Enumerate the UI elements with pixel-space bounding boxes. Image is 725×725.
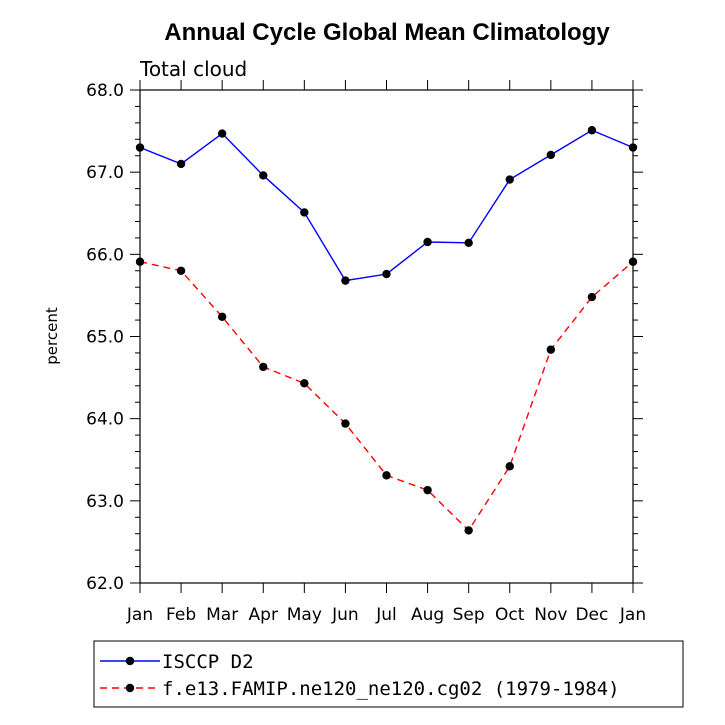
series-2-point	[546, 345, 556, 354]
series-1-point	[259, 171, 268, 180]
series-1-point	[382, 269, 391, 279]
series-1-point	[341, 276, 350, 285]
x-tick-label: Dec	[575, 605, 608, 625]
series-1-point	[628, 143, 638, 152]
series-2-point	[628, 257, 638, 266]
series-1-point	[217, 129, 227, 138]
series-1-point	[135, 143, 145, 152]
series-1-point	[505, 175, 514, 184]
y-tick-label: 67.0	[86, 163, 124, 183]
legend-box	[93, 640, 684, 708]
series-1-point	[423, 237, 432, 247]
series-1-point	[546, 150, 556, 160]
legend-label-1: ISCCP D2	[162, 651, 254, 673]
x-tick-label: Feb	[166, 605, 196, 625]
x-tick-label: Aug	[411, 605, 444, 625]
y-axis-label: percent	[43, 307, 61, 365]
y-tick-label: 66.0	[86, 245, 124, 265]
chart-title: Annual Cycle Global Mean Climatology	[164, 19, 610, 46]
series-2-point	[587, 292, 597, 302]
series-2-point	[382, 471, 391, 480]
series-1-point	[464, 238, 473, 248]
series-2-point	[464, 526, 473, 535]
plot-frame	[139, 89, 634, 584]
legend-marker-1	[125, 656, 135, 666]
x-tick-label: Nov	[534, 605, 567, 625]
x-tick-label: Oct	[495, 605, 525, 625]
x-tick-label: Jan	[126, 605, 153, 625]
legend-marker-2	[125, 683, 135, 693]
x-tick-label: Jun	[331, 605, 359, 625]
series-2-point	[423, 485, 432, 495]
series-line-1	[139, 129, 634, 282]
series-2-point	[341, 419, 350, 428]
series-2-point	[176, 266, 186, 275]
y-tick-label: 65.0	[86, 328, 124, 348]
x-tick-label: May	[287, 605, 322, 625]
series-1-point	[587, 126, 597, 135]
y-tick-label: 62.0	[86, 574, 124, 594]
y-tick-label: 63.0	[86, 492, 124, 512]
series-1-point	[300, 208, 309, 217]
x-tick-label: Jul	[375, 605, 397, 625]
series-2-point	[300, 379, 309, 388]
series-2-point	[259, 362, 268, 372]
x-tick-label: Jan	[619, 605, 646, 625]
legend-label-2: f.e13.FAMIP.ne120_ne120.cg02 (1979-1984)	[162, 678, 620, 700]
y-tick-label: 64.0	[86, 410, 124, 430]
x-tick-label: Apr	[249, 605, 278, 625]
series-2-point	[217, 312, 227, 321]
y-tick-label: 68.0	[86, 81, 124, 101]
series-line-2	[139, 261, 634, 532]
series-2-point	[505, 462, 514, 471]
series-2-point	[135, 257, 145, 266]
x-tick-label: Sep	[453, 605, 485, 625]
x-tick-label: Mar	[206, 605, 238, 625]
chart-subtitle: Total cloud	[139, 57, 247, 81]
series-1-point	[176, 159, 186, 169]
